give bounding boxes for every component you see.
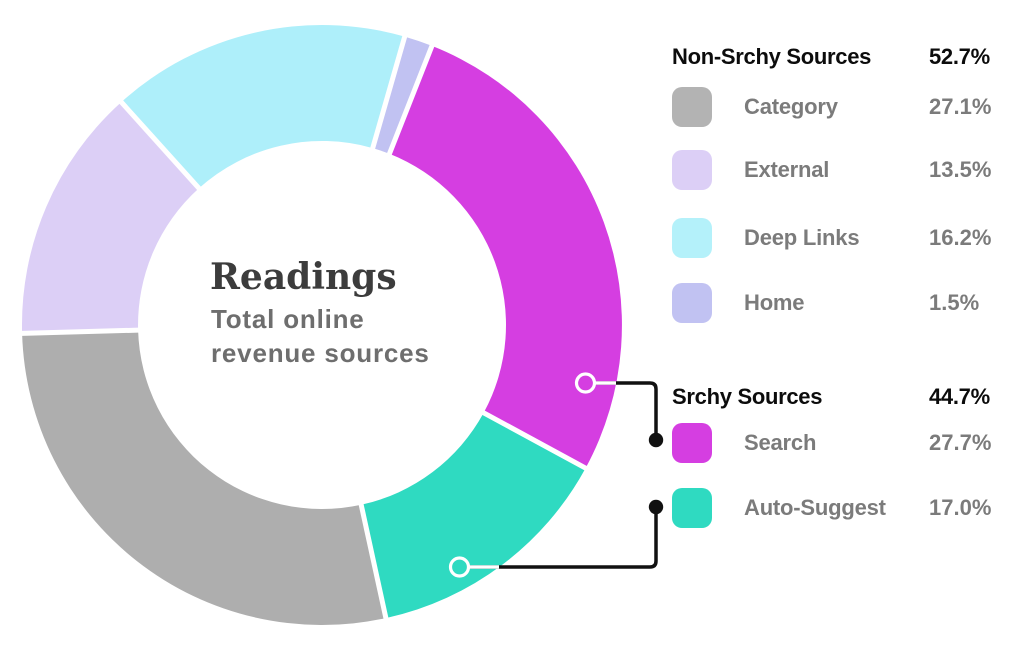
legend-value: 16.2% bbox=[929, 225, 992, 250]
legend-row-home: Home 1.5% bbox=[672, 283, 1002, 323]
legend-swatch-auto-suggest bbox=[672, 488, 712, 528]
legend-swatch-category bbox=[672, 87, 712, 127]
legend-section-header-srchy-sources: Srchy Sources 44.7% bbox=[672, 384, 1002, 410]
legend-row-deep-links: Deep Links 16.2% bbox=[672, 218, 1002, 258]
legend-value: 17.0% bbox=[929, 495, 992, 520]
legend-label: Search bbox=[744, 430, 817, 455]
chart-center-title: Readings bbox=[210, 256, 397, 298]
legend-swatch-search bbox=[672, 423, 712, 463]
legend-label: Category bbox=[744, 94, 838, 119]
donut-slice-external bbox=[21, 102, 199, 334]
legend-value: 1.5% bbox=[929, 290, 980, 315]
slice-gap bbox=[478, 408, 591, 473]
legend-value: 27.7% bbox=[929, 430, 992, 455]
slice-gap bbox=[357, 500, 390, 623]
legend-section-label: Non-Srchy Sources bbox=[672, 44, 872, 69]
donut-slice-search bbox=[389, 45, 622, 469]
legend-swatch-home bbox=[672, 283, 712, 323]
chart-center-subtitle: Total online revenue sources bbox=[211, 302, 430, 370]
donut-slice-home bbox=[372, 36, 432, 154]
callout-line-search bbox=[595, 381, 658, 433]
chart-center-subtitle-line-1: Total online bbox=[211, 304, 365, 334]
chart-center-subtitle-line-2: revenue sources bbox=[211, 338, 430, 368]
donut-slice-auto-suggest bbox=[361, 412, 586, 619]
legend: Non-Srchy Sources 52.7% Category 27.1% Exter… bbox=[672, 0, 1002, 646]
legend-section-label: Srchy Sources bbox=[672, 384, 823, 409]
legend-section-value: 44.7% bbox=[929, 384, 990, 409]
legend-value: 13.5% bbox=[929, 157, 992, 182]
slice-gap bbox=[385, 41, 436, 159]
legend-section-value: 52.7% bbox=[929, 44, 990, 69]
legend-section-header-non-srchy-sources: Non-Srchy Sources 52.7% bbox=[672, 44, 1002, 70]
callout-line-auto-suggest bbox=[469, 514, 658, 569]
legend-row-external: External 13.5% bbox=[672, 150, 1002, 190]
legend-row-category: Category 27.1% bbox=[672, 87, 1002, 127]
legend-swatch-external bbox=[672, 150, 712, 190]
legend-label: Auto-Suggest bbox=[744, 495, 886, 520]
callout-ring-auto-suggest bbox=[448, 556, 471, 578]
legend-row-search: Search 27.7% bbox=[672, 423, 1002, 463]
slice-gap bbox=[369, 32, 409, 153]
legend-value: 27.1% bbox=[929, 94, 992, 119]
legend-label: Home bbox=[744, 290, 805, 315]
legend-label: Deep Links bbox=[744, 225, 860, 250]
callout-ring-search bbox=[574, 372, 597, 394]
donut-slice-category bbox=[22, 330, 386, 625]
slice-gap bbox=[116, 97, 204, 193]
legend-label: External bbox=[744, 157, 830, 182]
legend-row-auto-suggest: Auto-Suggest 17.0% bbox=[672, 488, 1002, 528]
callout-dot-auto-suggest bbox=[648, 499, 664, 515]
callout-dot-search bbox=[648, 432, 664, 448]
slice-gap bbox=[18, 327, 143, 336]
donut-slice-deep-links bbox=[121, 25, 405, 189]
legend-swatch-deep-links bbox=[672, 218, 712, 258]
